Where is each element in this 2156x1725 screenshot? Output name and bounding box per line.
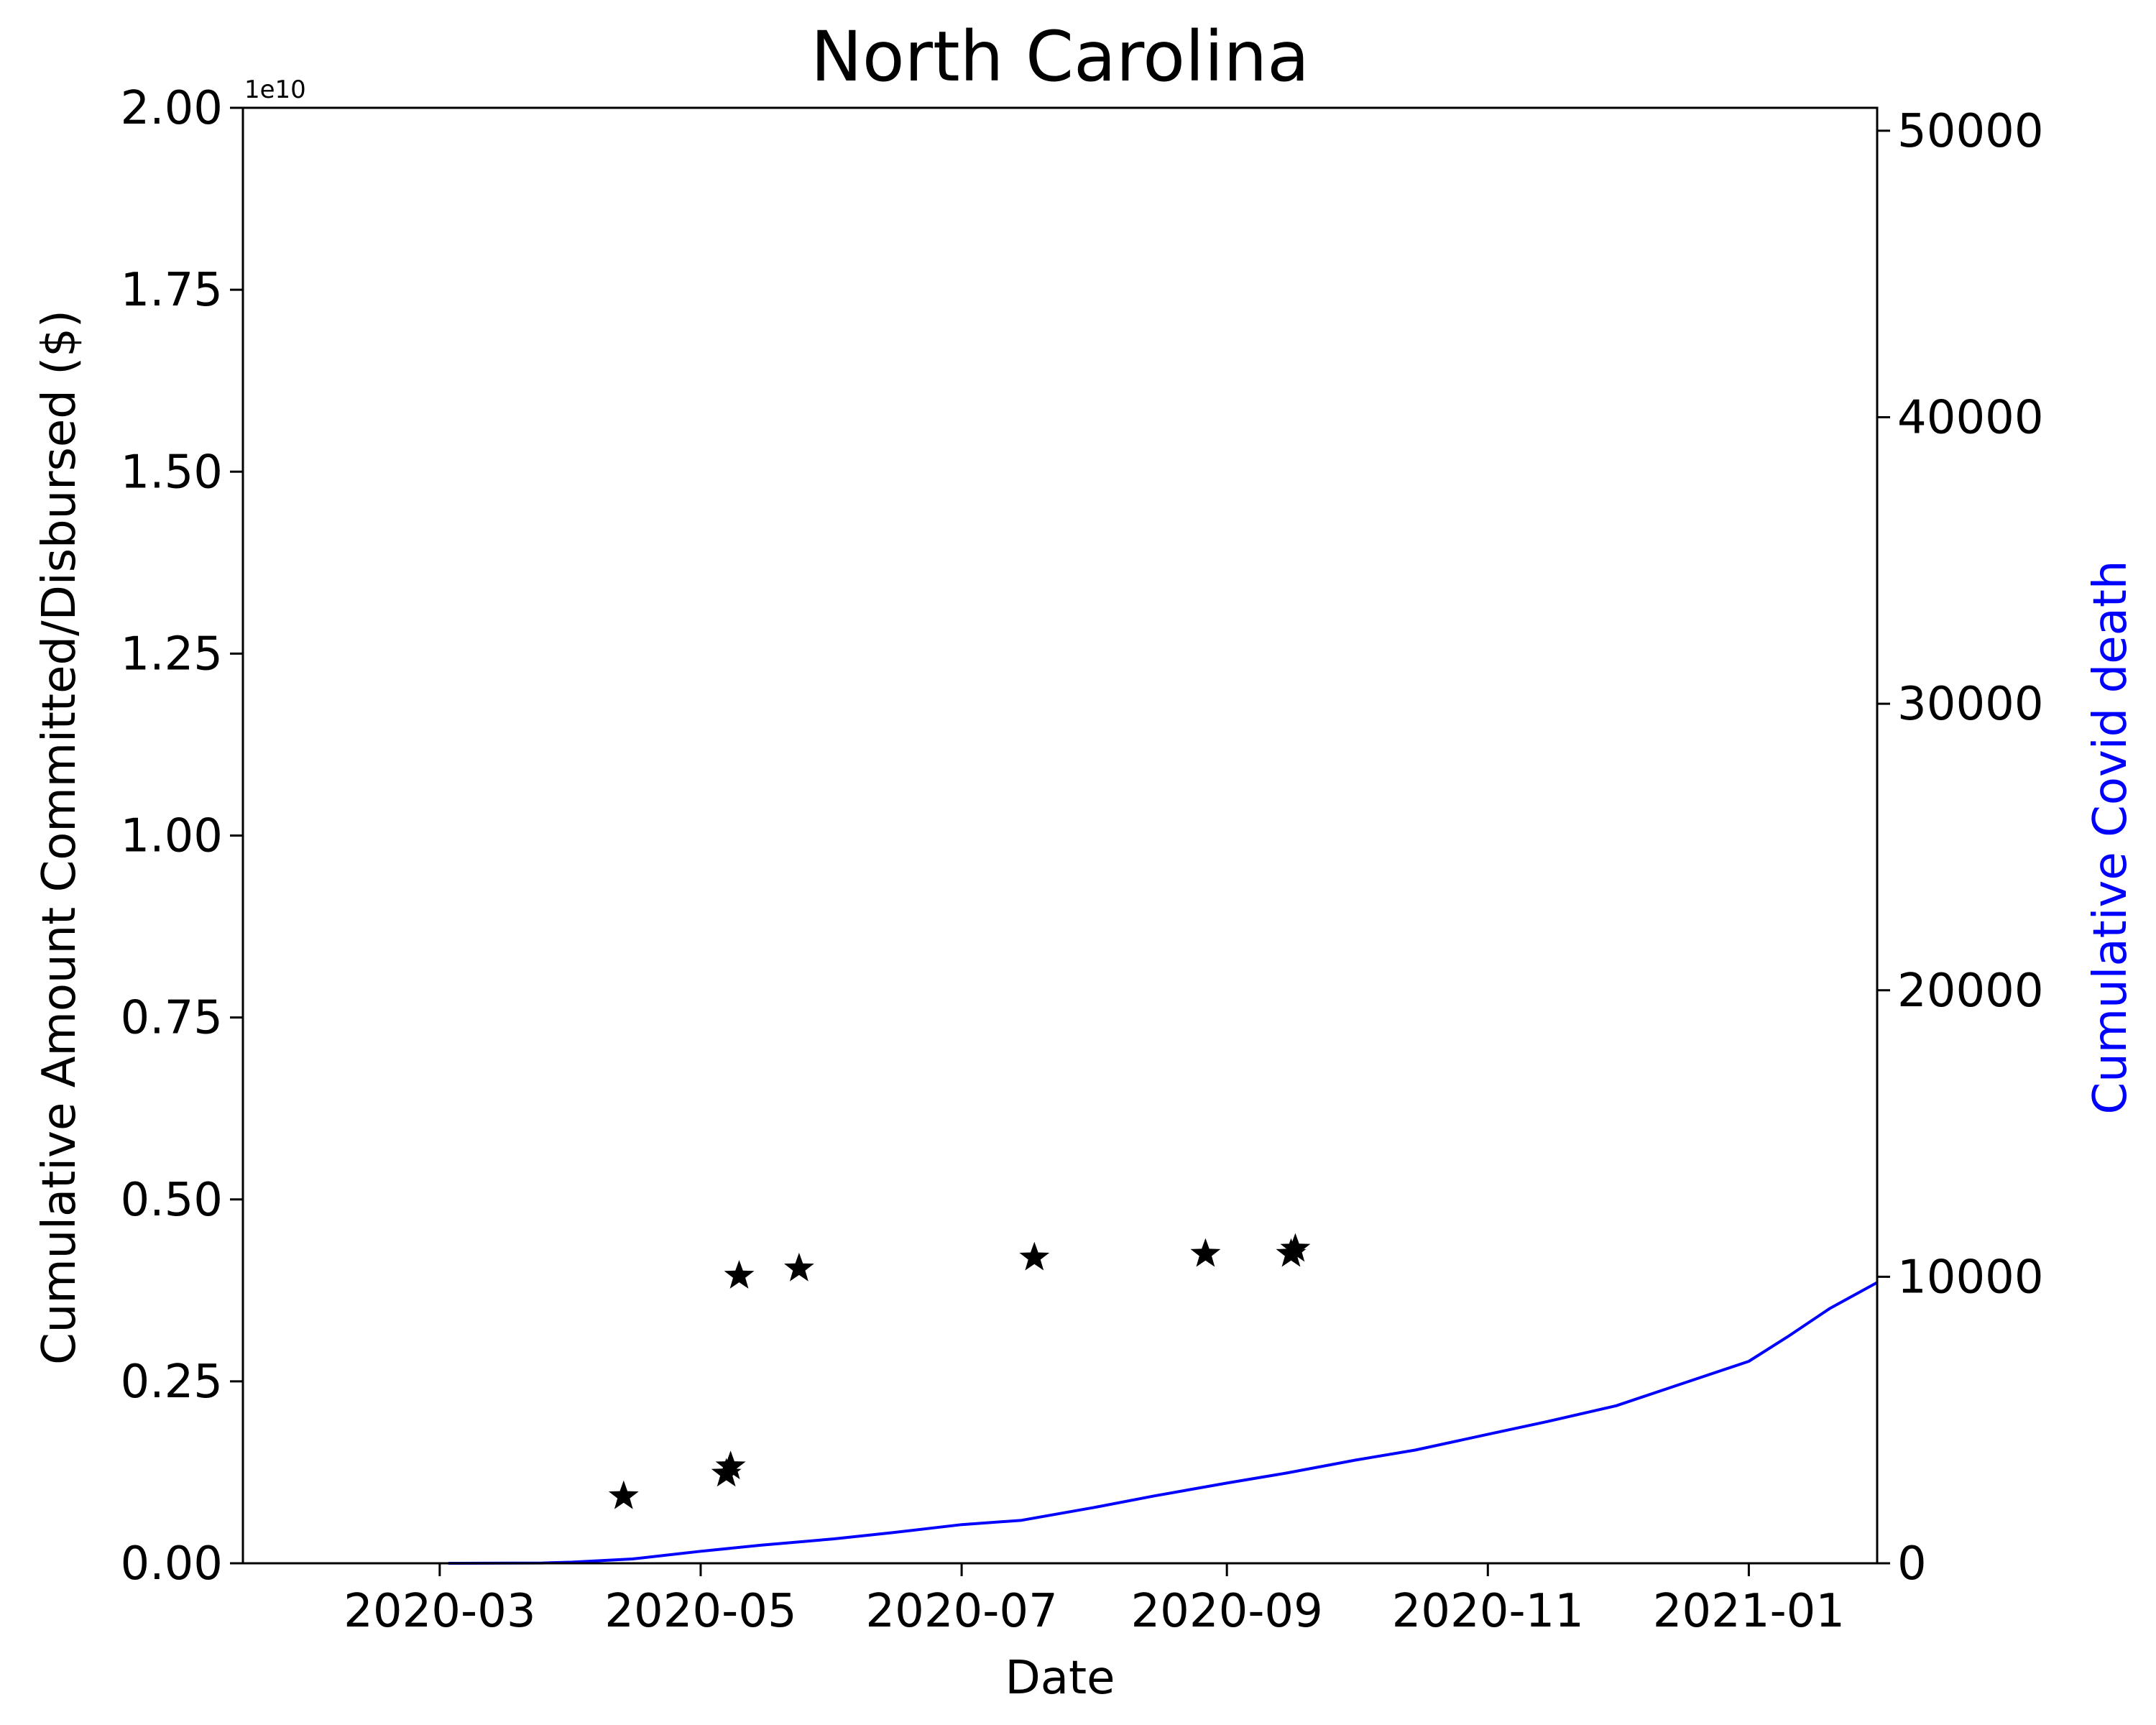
y-left-tick-label-8: 2.00: [121, 82, 224, 135]
y-right-tick-label-3: 30000: [1897, 678, 2044, 731]
star-point-6: [1190, 1238, 1221, 1267]
y-right-tick-label-0: 0: [1897, 1537, 1927, 1591]
x-tick-label-2: 2020-07: [865, 1585, 1057, 1638]
star-point-3: [724, 1260, 755, 1289]
y-left-axis-label: Cumulative Amount Committed/Disbursed ($…: [33, 310, 86, 1365]
y-left-tick-label-5: 1.25: [121, 627, 224, 681]
x-tick-label-1: 2020-05: [604, 1585, 796, 1638]
chart-title: North Carolina: [811, 17, 1309, 97]
y-right-tick-label-4: 40000: [1897, 392, 2044, 445]
x-tick-label-3: 2020-09: [1130, 1585, 1322, 1638]
x-axis-label: Date: [1005, 1652, 1115, 1705]
y-left-tick-label-1: 0.25: [121, 1356, 224, 1409]
star-point-8: [1280, 1233, 1311, 1262]
y-left-tick-label-6: 1.50: [121, 446, 224, 499]
y-right-tick-label-1: 10000: [1897, 1251, 2044, 1304]
y-left-tick-label-2: 0.50: [121, 1174, 224, 1227]
series-line-deaths: [448, 1281, 1878, 1565]
y-left-tick-label-4: 1.00: [121, 810, 224, 863]
star-point-2: [715, 1450, 746, 1480]
star-point-5: [1019, 1241, 1050, 1271]
x-tick-label-5: 2021-01: [1653, 1585, 1845, 1638]
x-tick-label-0: 2020-03: [344, 1585, 535, 1638]
y-right-tick-label-5: 50000: [1897, 105, 2044, 158]
y-left-tick-label-0: 0.00: [121, 1537, 224, 1591]
y-left-offset-label: 1e10: [244, 75, 306, 104]
y-right-tick-label-2: 20000: [1897, 965, 2044, 1018]
star-point-0: [608, 1480, 639, 1509]
y-left-tick-label-3: 0.75: [121, 992, 224, 1045]
plot-frame: [241, 106, 1879, 1565]
x-tick-label-4: 2020-11: [1392, 1585, 1584, 1638]
y-right-axis-label: Cumulative Covid death: [2084, 561, 2137, 1115]
star-point-4: [784, 1252, 814, 1282]
y-left-tick-label-7: 1.75: [121, 264, 224, 317]
